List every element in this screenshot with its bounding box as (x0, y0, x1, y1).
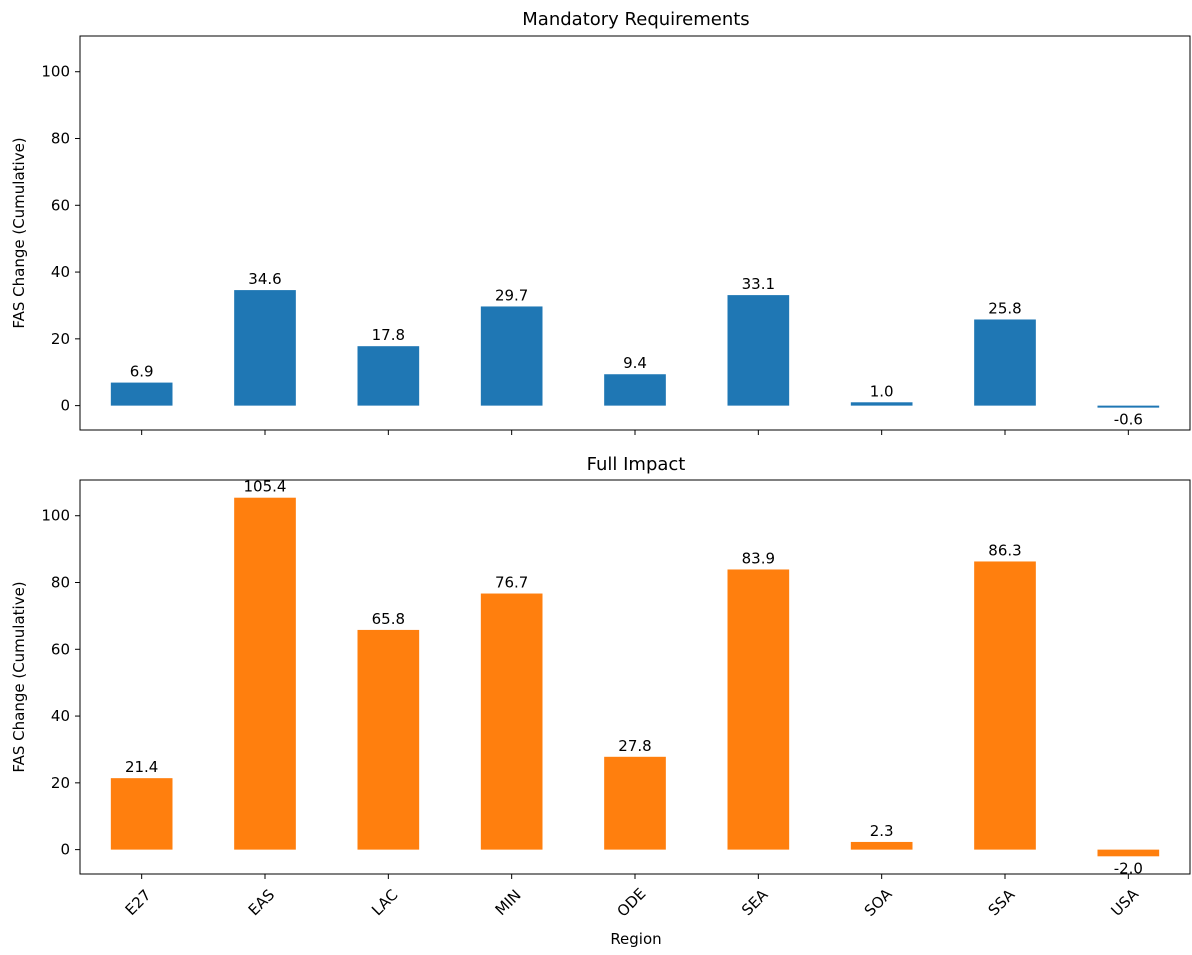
y-tick-label: 40 (51, 707, 70, 725)
bar-label-eas: 34.6 (248, 270, 281, 288)
bar-label-sea: 83.9 (742, 549, 775, 567)
bar-label-usa: -0.6 (1114, 411, 1143, 429)
y-tick-label: 100 (41, 507, 70, 525)
bar-min (480, 593, 543, 850)
x-axis-ticks: E27 EAS LAC MIN ODE SEA SOA SSA USA (122, 874, 1143, 920)
bar-label-lac: 17.8 (372, 326, 405, 344)
bar-lac (357, 346, 420, 406)
y-axis-label: FAS Change (Cumulative) (10, 137, 28, 328)
x-tick-label-lac: LAC (368, 886, 401, 919)
bar-label-min: 76.7 (495, 574, 528, 592)
y-tick-label: 60 (51, 196, 70, 214)
plot-frame (79, 479, 1191, 875)
bar-value-labels: 6.9 34.6 17.8 29.7 9.4 33.1 1.0 25.8 -0.6 (130, 270, 1143, 429)
bar-ssa (974, 561, 1036, 850)
panel-mandatory-requirements: Mandatory Requirements FAS Change (Cumul… (10, 9, 1191, 435)
bar-label-usa: -2.0 (1114, 859, 1143, 877)
chart-title: Mandatory Requirements (522, 9, 749, 30)
plot-frame (79, 35, 1191, 431)
y-tick-label: 80 (51, 574, 70, 592)
y-tick-label: 0 (60, 397, 70, 415)
bar-ssa (974, 319, 1036, 406)
chart-title: Full Impact (587, 454, 686, 475)
bar-ode (604, 756, 666, 850)
y-tick-label: 20 (51, 330, 70, 348)
bar-soa (850, 841, 913, 850)
bar-label-soa: 2.3 (870, 822, 894, 840)
bar-label-e27: 6.9 (130, 363, 154, 381)
x-tick-label-min: MIN (492, 886, 525, 919)
bar-label-sea: 33.1 (742, 275, 775, 293)
bar-label-ode: 9.4 (623, 354, 647, 372)
bar-e27 (110, 382, 173, 406)
bar-label-ssa: 25.8 (988, 299, 1021, 317)
y-axis-ticks: 0 20 40 60 80 100 (41, 63, 80, 415)
bar-sea (727, 569, 790, 850)
bar-label-ode: 27.8 (618, 737, 651, 755)
bar-min (480, 306, 543, 406)
y-tick-label: 80 (51, 130, 70, 148)
y-axis-ticks: 0 20 40 60 80 100 (41, 507, 80, 859)
x-tick-label-ode: ODE (613, 884, 649, 920)
bar-soa (850, 402, 913, 406)
x-tick-label-ssa: SSA (985, 885, 1019, 919)
bar-label-lac: 65.8 (372, 610, 405, 628)
bar-lac (357, 629, 420, 850)
bar-label-eas: 105.4 (244, 478, 287, 496)
y-tick-label: 100 (41, 63, 70, 81)
bar-label-soa: 1.0 (870, 382, 894, 400)
bar-group (110, 290, 1160, 408)
bar-label-min: 29.7 (495, 286, 528, 304)
bar-group (110, 497, 1160, 857)
bar-usa (1097, 849, 1160, 857)
bar-label-ssa: 86.3 (988, 541, 1021, 559)
bar-label-e27: 21.4 (125, 758, 158, 776)
x-tick-label-e27: E27 (122, 886, 155, 919)
bar-ode (604, 374, 666, 406)
bar-usa (1097, 405, 1160, 408)
bar-value-labels: 21.4 105.4 65.8 76.7 27.8 83.9 2.3 86.3 -2.0 (125, 478, 1143, 878)
bar-e27 (110, 778, 173, 850)
y-tick-label: 60 (51, 640, 70, 658)
y-tick-label: 20 (51, 774, 70, 792)
bar-sea (727, 295, 790, 406)
x-tick-label-usa: USA (1107, 885, 1142, 920)
panel-full-impact: Full Impact FAS Change (Cumulative) 21.4… (10, 454, 1191, 948)
y-tick-label: 0 (60, 841, 70, 859)
x-tick-label-soa: SOA (861, 885, 896, 920)
x-axis-label: Region (610, 930, 661, 948)
x-axis-ticks (141, 430, 1129, 435)
y-tick-label: 40 (51, 263, 70, 281)
bar-eas (234, 290, 296, 406)
x-tick-label-sea: SEA (738, 885, 772, 919)
bar-eas (234, 497, 296, 850)
x-tick-label-eas: EAS (245, 886, 278, 919)
y-axis-label: FAS Change (Cumulative) (10, 581, 28, 772)
